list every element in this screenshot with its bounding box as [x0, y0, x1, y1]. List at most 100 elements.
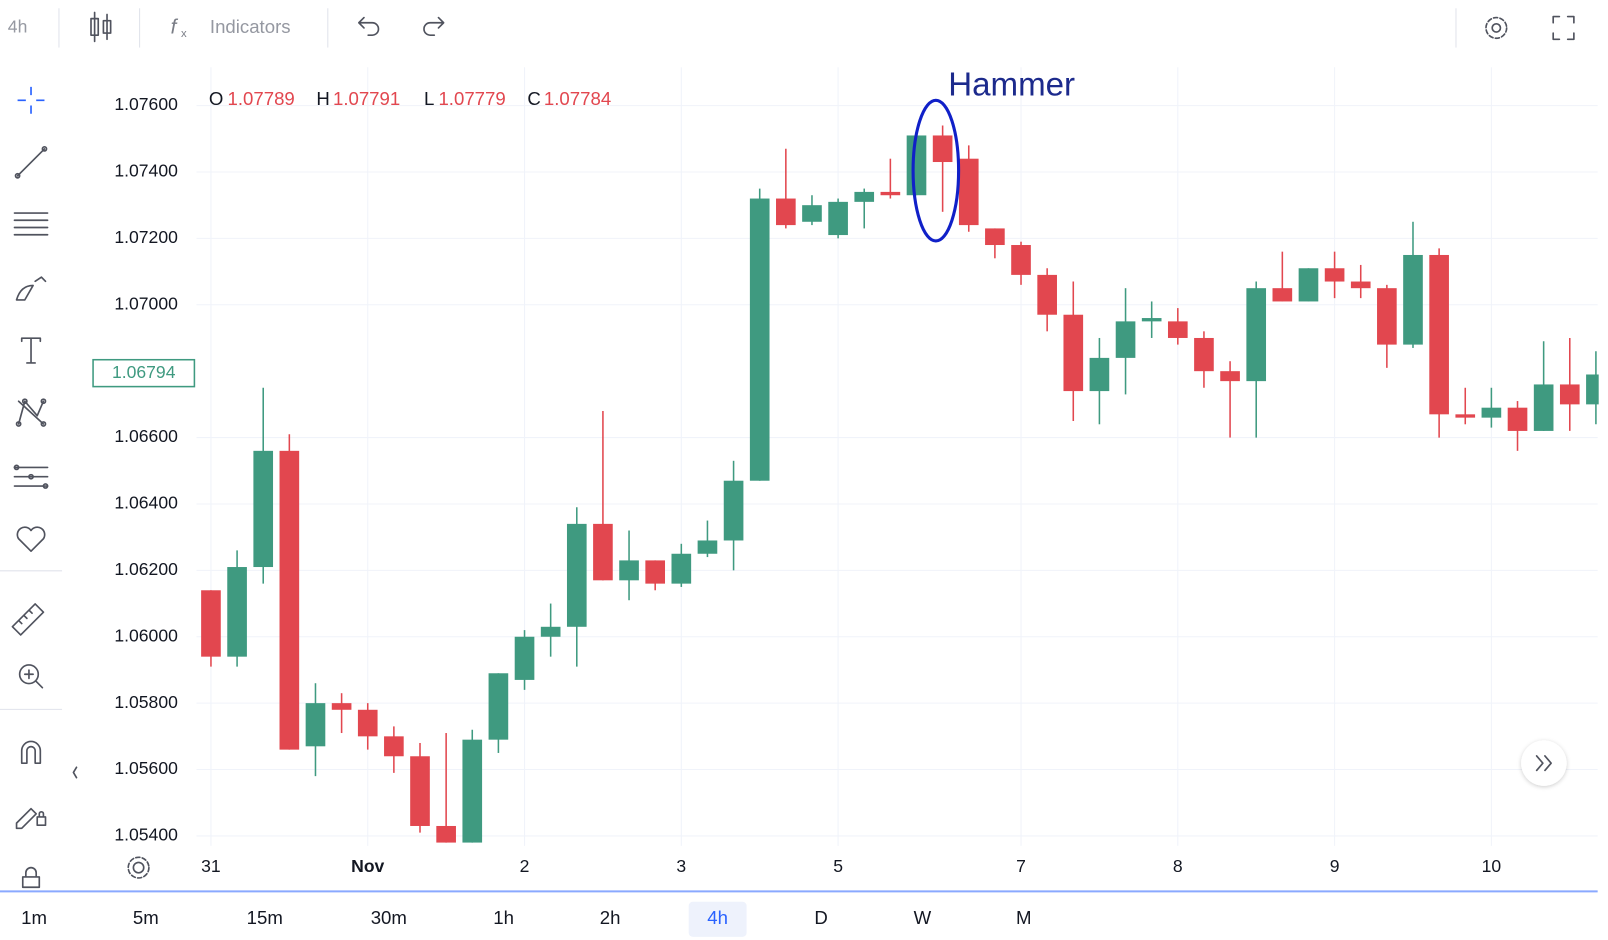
redo-button[interactable] [423, 16, 445, 36]
candle-body [1586, 374, 1599, 405]
ohlc-key: O [209, 88, 223, 109]
last-price-label: 1.06794 [112, 362, 176, 382]
x-tick-label: 10 [1482, 856, 1502, 876]
candle-body [1220, 371, 1240, 382]
y-tick-label: 1.05400 [114, 825, 178, 845]
pattern-tool[interactable] [15, 398, 47, 427]
candle-body [828, 201, 848, 236]
candle-body [906, 135, 927, 196]
candle-body [227, 567, 247, 657]
chart-type-button[interactable] [90, 11, 112, 43]
scroll-right-button[interactable] [1521, 740, 1567, 786]
ohlc-value: 1.07791 [333, 88, 400, 109]
brush-tool[interactable] [15, 276, 47, 301]
candle-body [880, 191, 901, 196]
active-timeframe-bg [688, 901, 747, 937]
x-tick-label: 8 [1173, 856, 1183, 876]
indicators-icon-sub: x [181, 28, 187, 40]
candle-body [540, 626, 561, 637]
prediction-tool[interactable] [13, 464, 49, 489]
y-tick-label: 1.07600 [114, 94, 178, 114]
y-tick-label: 1.07400 [114, 161, 178, 181]
candle-body [514, 636, 535, 680]
axes: 1.05400 1.05600 1.05800 1.06000 1.06200 1.064… [92, 88, 1502, 876]
ohlc-value: 1.07784 [544, 88, 611, 109]
drawing-toolbar [0, 86, 78, 889]
timeframe-button[interactable]: 1m [21, 907, 47, 928]
timeframe-button[interactable]: 30m [371, 907, 407, 928]
lock-tool[interactable] [21, 866, 41, 889]
candle-body [671, 553, 692, 584]
timeframe-button[interactable]: 2h [600, 907, 621, 928]
indicators-button[interactable]: Indicators [210, 16, 291, 37]
y-tick-label: 1.06400 [114, 493, 178, 513]
timeframe-button[interactable]: W [914, 907, 932, 928]
ohlc-key: H [316, 88, 329, 109]
collapse-toolbar[interactable] [72, 766, 78, 779]
x-tick-label: 3 [676, 856, 686, 876]
magnet-tool[interactable] [20, 740, 42, 764]
timeframe-bar: 1m 5m 15m 30m 1h 2h 4h D W M [21, 901, 1032, 937]
timeframe-button[interactable]: M [1016, 907, 1032, 928]
ohlc-key: L [424, 88, 434, 109]
chevron-icon [1535, 755, 1552, 772]
crosshair-tool[interactable] [17, 86, 45, 114]
candle-body [1037, 274, 1057, 315]
y-tick-label: 1.07200 [114, 227, 178, 247]
top-toolbar: 4h f x Indicators [8, 8, 1575, 48]
candle-body [932, 135, 953, 163]
undo-button[interactable] [357, 16, 380, 36]
fib-tool[interactable] [13, 212, 49, 236]
timeframe-button[interactable]: 15m [247, 907, 283, 928]
x-tick-label: 2 [520, 856, 530, 876]
candle-body [1063, 314, 1084, 392]
candle-body [410, 756, 430, 826]
ohlc-value: 1.07779 [438, 88, 505, 109]
timeframe-button[interactable]: D [814, 907, 827, 928]
measure-tool[interactable] [11, 603, 45, 636]
trend-line-tool[interactable] [14, 146, 48, 179]
timeframe-button[interactable]: 5m [133, 907, 159, 928]
y-tick-label: 1.05800 [114, 692, 178, 712]
interval-button[interactable]: 4h [8, 17, 28, 37]
timeframe-button[interactable]: 4h [707, 907, 728, 928]
y-tick-label: 1.05600 [114, 758, 178, 778]
timeframe-button[interactable]: 1h [493, 907, 514, 928]
candle-body [1481, 407, 1502, 418]
text-tool[interactable] [20, 337, 42, 364]
candle-body [1298, 268, 1319, 302]
candle-body [1246, 288, 1267, 382]
candle-body [593, 523, 613, 581]
settings-button[interactable] [1485, 16, 1508, 40]
candle-body [1429, 254, 1449, 415]
lock-drawings-tool[interactable] [15, 807, 47, 830]
candle-body [1272, 288, 1293, 302]
candle-body [1533, 384, 1554, 431]
candle-body [854, 191, 875, 202]
fullscreen-button[interactable] [1552, 15, 1575, 41]
last-price-box [92, 358, 196, 388]
candle-body [1194, 337, 1214, 372]
candle-body [1377, 288, 1397, 345]
x-tick-label: Nov [351, 856, 384, 876]
candle-body [488, 673, 509, 740]
annotation-ellipse [911, 98, 961, 243]
x-tick-label: 5 [833, 856, 843, 876]
y-tick-label: 1.07000 [114, 293, 178, 313]
candle-body [697, 540, 718, 554]
grid [196, 67, 1598, 846]
zoom-tool[interactable] [18, 664, 44, 689]
x-tick-label: 9 [1330, 856, 1340, 876]
axis-settings-button[interactable] [127, 856, 150, 879]
favorites-tool[interactable] [16, 526, 46, 553]
candle-body [1115, 321, 1136, 358]
ohlc-value: 1.07789 [227, 88, 294, 109]
candle-body [253, 450, 274, 568]
button-circle [1521, 740, 1567, 786]
candle-body [357, 709, 378, 737]
candle-body [802, 205, 822, 222]
candle-body [985, 228, 1005, 246]
candle-body [436, 825, 456, 843]
